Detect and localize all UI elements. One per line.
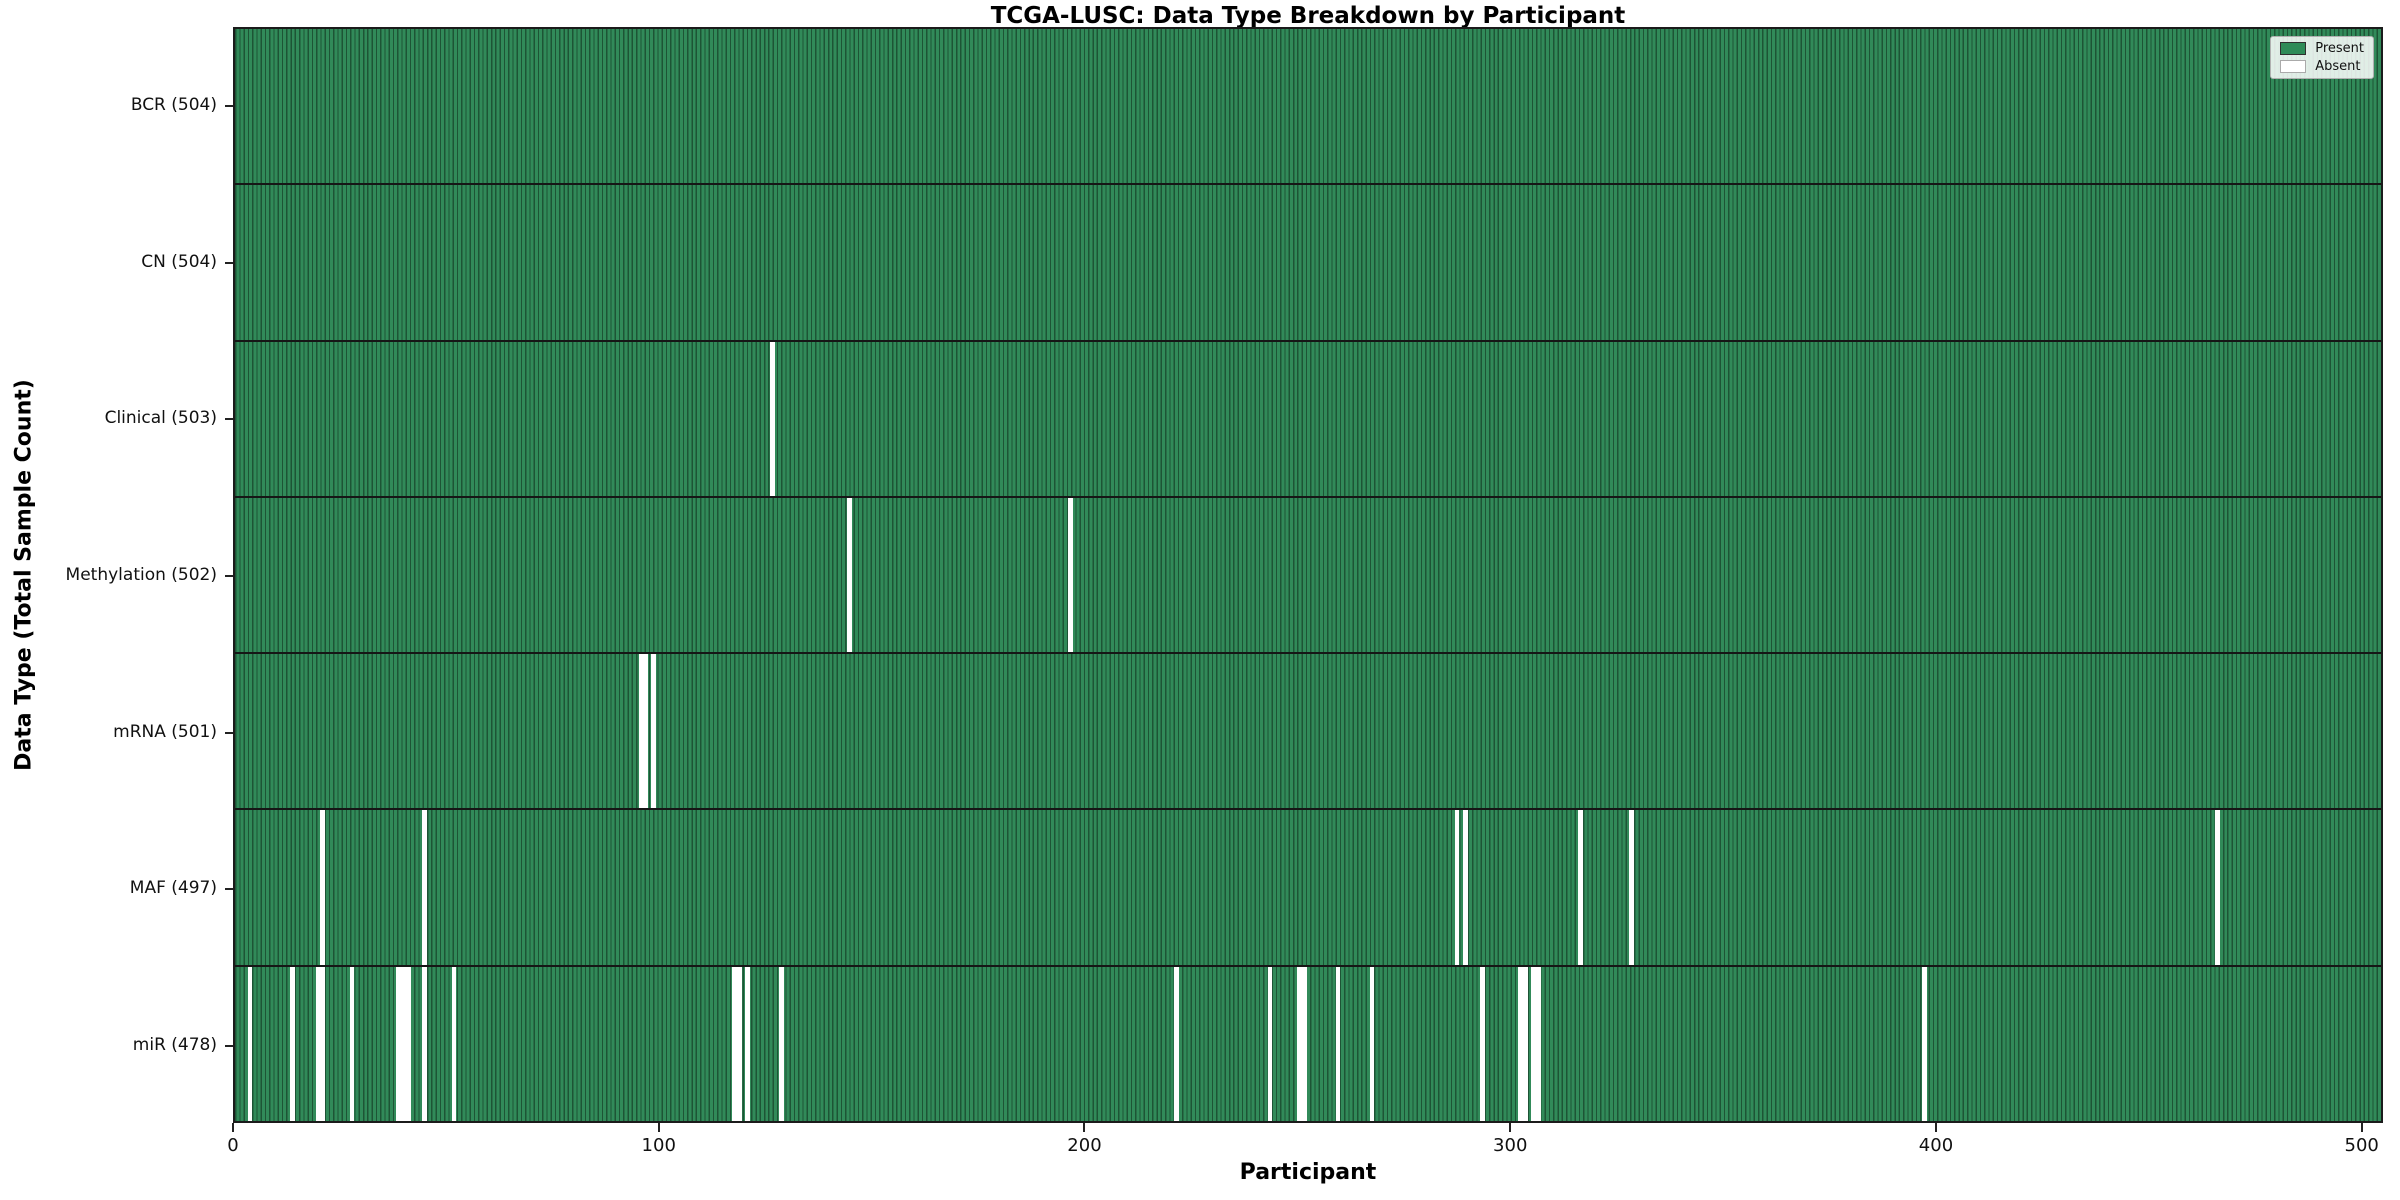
absent-gap: [1577, 810, 1583, 965]
absent-gap: [770, 341, 776, 496]
y-tick-label-text: Methylation (502): [65, 564, 217, 585]
absent-gap: [451, 966, 457, 1121]
chart-title: TCGA-LUSC: Data Type Breakdown by Partic…: [990, 3, 1626, 29]
absent-gap: [638, 654, 649, 809]
legend-label: Present: [2315, 41, 2364, 56]
x-tick-mark: [1934, 1123, 1937, 1132]
y-tick-label: Methylation (502): [0, 497, 233, 654]
row-mir: [235, 966, 2381, 1121]
absent-gap: [1628, 810, 1634, 965]
absent-gap: [247, 966, 253, 1121]
absent-gap: [2215, 810, 2221, 965]
absent-gap: [1518, 966, 1528, 1121]
y-tick-label-text: miR (478): [132, 1034, 217, 1055]
x-tick-label: 200: [1067, 1135, 1102, 1156]
y-tick-mark: [225, 574, 233, 577]
y-tick-label: miR (478): [0, 966, 233, 1123]
x-axis-label: Participant: [1239, 1160, 1377, 1185]
x-tick-mark: [232, 1123, 234, 1132]
y-tick-label-text: Clinical (503): [104, 408, 217, 429]
absent-gap: [1531, 966, 1541, 1121]
x-tick-mark: [1083, 1123, 1086, 1132]
y-axis-tick-labels: BCR (504) CN (504) Clinical (503) Methylati…: [0, 27, 233, 1123]
legend-entry-present: Present: [2280, 42, 2364, 55]
y-tick-label-text: CN (504): [141, 251, 217, 272]
absent-gap: [290, 966, 295, 1121]
legend: Present Absent: [2270, 36, 2374, 79]
y-tick-mark: [225, 105, 233, 108]
absent-gap: [421, 810, 427, 965]
y-tick-label: MAF (497): [0, 810, 233, 967]
y-tick-label-text: MAF (497): [129, 878, 217, 899]
x-tick-label: 500: [2344, 1135, 2379, 1156]
absent-gap: [1454, 810, 1460, 965]
absent-gap: [651, 654, 657, 809]
x-tick-mark: [2360, 1123, 2363, 1132]
absent-gap: [319, 810, 325, 965]
y-tick-label: BCR (504): [0, 27, 233, 184]
absent-swatch: [2280, 60, 2307, 73]
row-cn: [235, 185, 2381, 342]
present-swatch: [2280, 42, 2307, 55]
x-tick-label: 0: [227, 1135, 239, 1156]
y-tick-mark: [225, 1044, 233, 1047]
absent-gap: [349, 966, 355, 1121]
x-tick-label: 300: [1493, 1135, 1528, 1156]
absent-gap: [846, 497, 852, 653]
plot-area: Present Absent: [233, 27, 2383, 1123]
y-tick-label: CN (504): [0, 184, 233, 341]
absent-gap: [1463, 810, 1468, 965]
legend-entry-absent: Absent: [2280, 60, 2364, 73]
absent-gap: [1297, 966, 1307, 1121]
absent-gap: [396, 966, 411, 1121]
y-tick-label: Clinical (503): [0, 340, 233, 497]
y-tick-mark: [225, 888, 233, 891]
legend-label: Absent: [2315, 59, 2361, 74]
absent-gap: [778, 966, 784, 1121]
y-tick-label-text: BCR (504): [130, 95, 217, 116]
absent-gap: [1369, 966, 1375, 1121]
x-tick-label: 400: [1918, 1135, 1954, 1156]
absent-gap: [315, 966, 326, 1121]
y-tick-mark: [225, 261, 233, 264]
absent-gap: [1067, 497, 1073, 653]
row-methylation: [235, 497, 2381, 655]
x-tick-mark: [1509, 1123, 1512, 1132]
absent-gap: [421, 966, 427, 1121]
row-maf: [235, 810, 2381, 967]
y-tick-mark: [225, 731, 233, 734]
y-tick-label-text: mRNA (501): [113, 721, 217, 742]
y-tick-mark: [225, 418, 233, 421]
absent-gap: [732, 966, 742, 1121]
absent-gap: [1480, 966, 1485, 1121]
absent-gap: [1267, 966, 1273, 1121]
x-axis-tick-labels: 0 100 200 300 400 500: [227, 1123, 2383, 1168]
x-tick-mark: [657, 1123, 660, 1132]
row-clinical: [235, 341, 2381, 498]
absent-gap: [744, 966, 750, 1121]
row-mrna: [235, 654, 2381, 811]
y-tick-label: mRNA (501): [0, 653, 233, 810]
row-bcr: [235, 29, 2381, 186]
x-tick-label: 100: [641, 1135, 676, 1156]
absent-gap: [1174, 966, 1179, 1121]
absent-gap: [1335, 966, 1341, 1121]
absent-gap: [1922, 966, 1927, 1121]
